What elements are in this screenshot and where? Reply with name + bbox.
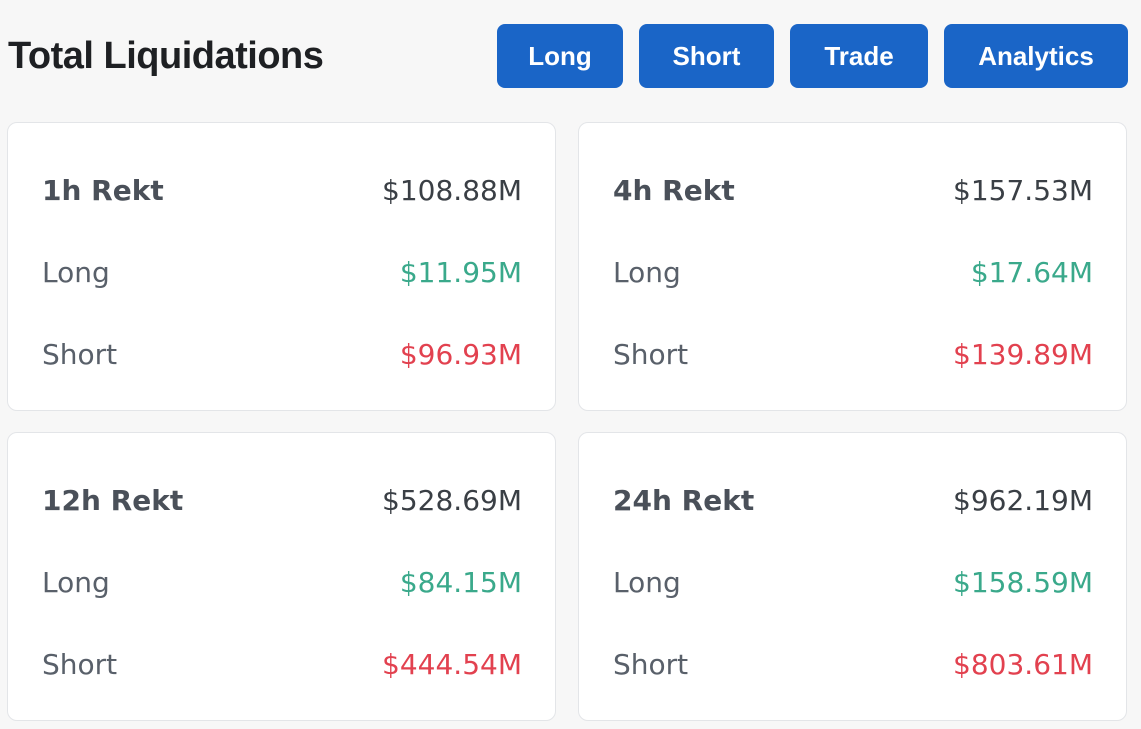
- long-value: $158.59M: [953, 565, 1093, 599]
- nav-button-group: Long Short Trade Analytics: [497, 24, 1128, 88]
- short-label: Short: [613, 647, 689, 681]
- long-value: $84.15M: [399, 565, 522, 599]
- long-label: Long: [613, 255, 681, 289]
- long-value: $17.64M: [970, 255, 1093, 289]
- card-period-label: 1h Rekt: [42, 173, 164, 207]
- card-short-row: Short $96.93M: [42, 334, 522, 374]
- short-label: Short: [613, 337, 689, 371]
- trade-button[interactable]: Trade: [790, 24, 928, 88]
- header: Total Liquidations Long Short Trade Anal…: [8, 24, 1128, 88]
- card-period-label: 12h Rekt: [42, 483, 184, 517]
- card-total-row: 1h Rekt $108.88M: [42, 170, 522, 210]
- long-label: Long: [42, 255, 110, 289]
- analytics-button[interactable]: Analytics: [944, 24, 1128, 88]
- card-long-row: Long $158.59M: [613, 562, 1093, 602]
- card-total-row: 12h Rekt $528.69M: [42, 480, 522, 520]
- rekt-card-24h: 24h Rekt $962.19M Long $158.59M Short $8…: [578, 432, 1127, 721]
- card-long-row: Long $84.15M: [42, 562, 522, 602]
- card-total-value: $108.88M: [382, 173, 522, 207]
- card-long-row: Long $17.64M: [613, 252, 1093, 292]
- rekt-card-4h: 4h Rekt $157.53M Long $17.64M Short $139…: [578, 122, 1127, 411]
- card-short-row: Short $139.89M: [613, 334, 1093, 374]
- card-total-value: $962.19M: [953, 483, 1093, 517]
- rekt-card-1h: 1h Rekt $108.88M Long $11.95M Short $96.…: [7, 122, 556, 411]
- short-label: Short: [42, 647, 118, 681]
- long-button[interactable]: Long: [497, 24, 623, 88]
- card-total-row: 4h Rekt $157.53M: [613, 170, 1093, 210]
- card-short-row: Short $444.54M: [42, 644, 522, 684]
- short-value: $803.61M: [953, 647, 1093, 681]
- card-short-row: Short $803.61M: [613, 644, 1093, 684]
- short-label: Short: [42, 337, 118, 371]
- short-value: $444.54M: [382, 647, 522, 681]
- long-label: Long: [613, 565, 681, 599]
- page-title: Total Liquidations: [8, 34, 324, 77]
- card-long-row: Long $11.95M: [42, 252, 522, 292]
- short-button[interactable]: Short: [639, 24, 774, 88]
- short-value: $96.93M: [399, 337, 522, 371]
- card-total-value: $157.53M: [953, 173, 1093, 207]
- short-value: $139.89M: [953, 337, 1093, 371]
- card-total-row: 24h Rekt $962.19M: [613, 480, 1093, 520]
- rekt-card-12h: 12h Rekt $528.69M Long $84.15M Short $44…: [7, 432, 556, 721]
- card-period-label: 24h Rekt: [613, 483, 755, 517]
- card-period-label: 4h Rekt: [613, 173, 735, 207]
- long-value: $11.95M: [399, 255, 522, 289]
- long-label: Long: [42, 565, 110, 599]
- card-total-value: $528.69M: [382, 483, 522, 517]
